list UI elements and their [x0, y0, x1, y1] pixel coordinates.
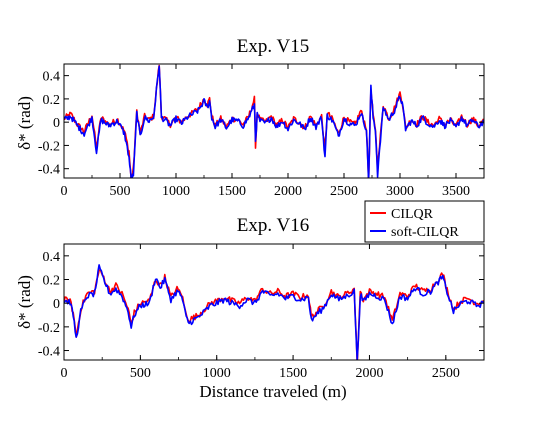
panel-v15-x-tick-label: 2000 [274, 184, 302, 199]
panel-v16-ylabel: δ* (rad) [15, 275, 34, 329]
panel-v16-series-layer [64, 264, 484, 360]
panel-v16-ticks-layer: 0 500 1000 1500 2000 2500 -0.4 -0.2 0 0.2 0.4 [38, 244, 485, 381]
panel-v15-y-tick-label: 0.4 [43, 70, 61, 85]
panel-v16-y-tick-label: 0 [53, 297, 60, 312]
panel-v16-x-tick-label: 1500 [279, 366, 307, 381]
legend-label-cilqr: CILQR [391, 207, 434, 222]
legend-label-soft-cilqr: soft-CILQR [391, 225, 459, 240]
panel-v15: Exp. V15 δ* (rad) 0 500 1000 1500 2000 2500 30… [15, 36, 485, 199]
panel-v15-title: Exp. V15 [237, 36, 309, 57]
panel-v16-x-tick-label: 500 [130, 366, 151, 381]
panel-v15-ticks-layer: 0 500 1000 1500 2000 2500 3000 3500 -0.4 -0.2 0 0.2… [38, 64, 485, 199]
legend-box [364, 200, 485, 243]
legend: CILQR soft-CILQR [364, 200, 485, 243]
panel-v15-plot-frame [63, 63, 485, 179]
panel-v16-y-tick-label: 0.2 [43, 274, 61, 289]
panel-v15-series-soft-cilqr-line [64, 65, 484, 178]
panel-v15-x-tick-label: 1000 [162, 184, 190, 199]
panel-v15-x-tick-label: 1500 [218, 184, 246, 199]
panel-v16-y-tick-label: -0.2 [38, 321, 60, 336]
panel-v15-x-tick-label: 2500 [330, 184, 358, 199]
panel-v16-plot-frame [63, 243, 485, 361]
panel-v15-y-tick-label: -0.4 [38, 163, 60, 178]
panel-v16-x-tick-label: 0 [61, 366, 68, 381]
panel-v16-y-tick-label: 0.4 [43, 250, 61, 265]
panel-v15-x-tick-label: 3000 [386, 184, 414, 199]
panel-v16-x-tick-label: 2000 [355, 366, 383, 381]
panel-v16-title: Exp. V16 [237, 215, 309, 236]
panel-v15-series-layer [64, 64, 484, 178]
panel-v16-series-cilqr-line [64, 268, 484, 360]
panel-v15-ylabel: δ* (rad) [15, 96, 34, 150]
panel-v16-xlabel: Distance traveled (m) [199, 382, 346, 401]
panel-v16-y-tick-label: -0.4 [38, 345, 60, 360]
panel-v16: Exp. V16 δ* (rad) Distance traveled (m) … [15, 215, 485, 401]
panel-v16-series-soft-cilqr-line [64, 264, 484, 360]
panel-v16-x-tick-label: 2500 [432, 366, 460, 381]
panel-v15-y-tick-label: 0.2 [43, 93, 61, 108]
panel-v15-x-tick-label: 0 [61, 184, 68, 199]
panel-v15-x-tick-label: 3500 [442, 184, 470, 199]
panel-v15-y-tick-label: 0 [53, 116, 60, 131]
panel-v15-x-tick-label: 500 [110, 184, 131, 199]
panel-v15-y-tick-label: -0.2 [38, 139, 60, 154]
panel-v16-x-tick-label: 1000 [203, 366, 231, 381]
